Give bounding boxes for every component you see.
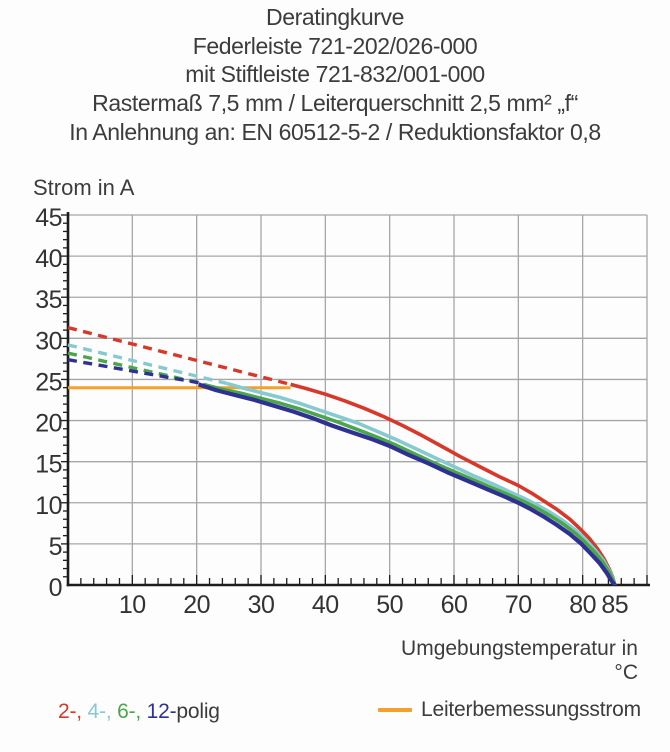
series-2-polig <box>290 382 617 586</box>
x-tick-label-40: 40 <box>312 591 339 619</box>
x-tick-label-50: 50 <box>376 591 403 619</box>
x-tick-label-30: 30 <box>248 591 275 619</box>
series-12-polig <box>197 382 617 587</box>
legend-pole-part-5: polig <box>176 700 220 723</box>
title-line-1: Deratingkurve <box>266 4 404 30</box>
y-tick-label-25: 25 <box>35 368 62 396</box>
y-tick-label-10: 10 <box>35 492 62 520</box>
legend-rated: Leiterbemessungsstrom <box>378 698 641 722</box>
title-line-4: Rastermaß 7,5 mm / Leiterquerschnitt 2,5… <box>92 90 578 117</box>
legend-pole-part-4: 12- <box>146 700 177 723</box>
legend-pole-part-1: 2-, <box>58 700 88 723</box>
y-axis-label: Strom in A <box>33 175 135 200</box>
rated-current-label: Leiterbemessungsstrom <box>421 698 641 721</box>
title-line-5: In Anlehnung an: EN 60512-5-2 / Reduktio… <box>69 118 601 145</box>
y-tick-label-15: 15 <box>35 451 62 479</box>
series-4-polig <box>227 381 617 586</box>
legend-pole-part-2: 4-, <box>87 700 118 723</box>
x-tick-label-80: 80 <box>569 591 596 619</box>
title-line-2: Federleiste 721-202/026-000 <box>192 32 478 59</box>
legend-poles: 2-, 4-, 6-, 12-polig <box>58 700 220 724</box>
series-2-polig-ohne-reduktion <box>67 325 292 387</box>
series-4-polig-ohne-reduktion <box>67 343 228 386</box>
y-tick-label-5: 5 <box>49 533 62 561</box>
y-tick-label-45: 45 <box>35 204 62 232</box>
x-tick-label-70: 70 <box>505 591 532 619</box>
series-12-polig-ohne-reduktion <box>67 358 199 385</box>
y-tick-label-40: 40 <box>35 245 62 273</box>
y-tick-label-0: 0 <box>49 574 62 602</box>
x-axis-label: Umgebungstemperatur in °C <box>401 637 638 684</box>
y-tick-label-35: 35 <box>35 286 62 314</box>
x-tick-label-85: 85 <box>601 591 628 619</box>
title-line-3: mit Stiftleiste 721-832/001-000 <box>185 61 485 88</box>
rated-current-line-swatch <box>378 708 412 712</box>
series-6-polig <box>202 382 617 586</box>
x-tick-label-10: 10 <box>119 591 146 619</box>
y-tick-label-20: 20 <box>35 410 62 438</box>
chart-header: Deratingkurve Federleiste 721-202/026-00… <box>0 3 670 147</box>
x-tick-label-60: 60 <box>441 591 468 619</box>
x-tick-label-20: 20 <box>183 591 210 619</box>
legend-pole-part-3: 6-, <box>117 700 147 723</box>
y-tick-label-30: 30 <box>35 327 62 355</box>
